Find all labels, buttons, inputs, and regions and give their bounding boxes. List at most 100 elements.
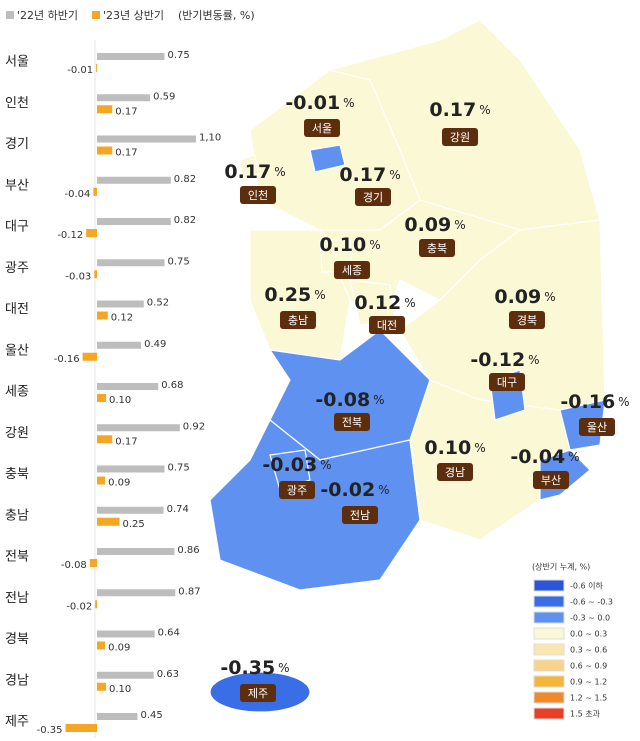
map-legend-label: 0.0 ~ 0.3	[570, 630, 607, 639]
map-value-unit: %	[479, 103, 490, 117]
bar	[97, 300, 144, 308]
map-value: 0.09%	[494, 286, 555, 308]
bar	[97, 146, 113, 155]
region-name-box	[334, 413, 370, 431]
value-label: 0.64	[158, 628, 180, 639]
region	[209, 419, 421, 591]
category-label: 인천	[5, 96, 29, 111]
bar	[97, 259, 165, 267]
map-value: -0.08%	[315, 389, 384, 411]
value-label: -0.02	[66, 601, 92, 612]
value-label: -0.08	[61, 560, 87, 571]
category-label: 경기	[5, 137, 29, 152]
category-label: 충남	[5, 508, 29, 523]
region-name: 경기	[363, 191, 383, 204]
region-name-box	[533, 471, 569, 489]
map-legend-swatch	[533, 579, 565, 592]
map-legend-label: 1.5 초과	[570, 710, 601, 719]
value-label: 0.92	[183, 421, 205, 432]
region-name: 전남	[350, 509, 370, 522]
category-label: 충북	[5, 467, 29, 482]
map-value: 0.17%	[339, 164, 400, 186]
value-label: 0.87	[178, 586, 200, 597]
region-name: 부산	[541, 474, 561, 487]
category-label: 전남	[5, 591, 29, 606]
map-value-unit: %	[389, 168, 400, 182]
region-name-box	[509, 311, 545, 329]
region-name: 경북	[517, 314, 537, 327]
category-label: 세종	[5, 385, 29, 400]
bar	[97, 105, 113, 114]
map-value: -0.03%	[262, 454, 331, 476]
category-label: 전북	[5, 550, 29, 565]
value-label: -0.16	[54, 354, 80, 365]
bar	[97, 383, 159, 390]
bar	[96, 64, 97, 72]
map-legend-swatch	[533, 611, 565, 624]
value-label: 0.52	[147, 298, 169, 309]
map-legend-label: 1.2 ~ 1.5	[570, 694, 607, 703]
region-name: 대구	[497, 376, 517, 389]
map	[209, 19, 606, 713]
map-value-unit: %	[314, 288, 325, 302]
value-label: 0.86	[177, 545, 199, 556]
legend-label: '22년 하반기	[17, 8, 78, 22]
bar	[94, 270, 97, 279]
value-label: 0.75	[168, 256, 190, 267]
value-label: 0.68	[161, 380, 183, 391]
value-label: 0.12	[111, 313, 133, 324]
category-label: 울산	[5, 343, 29, 358]
map-value: 0.17%	[429, 99, 490, 121]
region-name-box	[240, 186, 276, 204]
region-name: 강원	[450, 131, 470, 144]
map-legend-label: 0.6 ~ 0.9	[570, 662, 607, 671]
map-value: 0.12%	[354, 292, 415, 314]
region-name-box	[419, 239, 455, 257]
region-name: 충북	[427, 242, 447, 255]
region-name-box	[304, 119, 340, 137]
value-label: 0.09	[108, 478, 130, 489]
region-name: 인천	[248, 188, 268, 202]
category-label: 부산	[5, 178, 29, 193]
map-value-number: 0.17	[339, 164, 386, 186]
bar	[97, 53, 165, 60]
bar	[97, 713, 138, 720]
bar	[97, 94, 151, 102]
map-value-number: 0.12	[354, 292, 401, 314]
map-value-number: -0.03	[262, 454, 317, 476]
region	[269, 449, 311, 491]
map-legend-label: -0.6 ~ -0.3	[570, 598, 613, 607]
value-label: 0.10	[109, 684, 131, 695]
map-value-unit: %	[454, 218, 465, 232]
region-name-box	[579, 418, 615, 436]
map-value: -0.02%	[320, 479, 389, 501]
map-value: -0.12%	[470, 349, 539, 371]
bar	[93, 187, 97, 196]
value-label: 0.45	[141, 710, 163, 721]
map-value-number: 0.09	[404, 214, 451, 236]
region-name-box	[280, 311, 316, 329]
map-value-unit: %	[568, 450, 579, 464]
map-value-number: -0.01	[285, 92, 340, 114]
bar	[97, 682, 106, 691]
bar	[97, 517, 120, 526]
category-label: 대구	[5, 220, 29, 235]
map-value: 0.25%	[264, 284, 325, 306]
map-value-unit: %	[278, 661, 289, 675]
legend-swatch	[6, 11, 14, 19]
bar	[97, 641, 106, 650]
value-label: 0.74	[167, 504, 189, 515]
map-value-unit: %	[373, 393, 384, 407]
value-label: 0.75	[168, 50, 190, 61]
bar	[97, 341, 142, 349]
legend-label: '23년 상반기	[103, 9, 164, 22]
bar	[97, 506, 164, 514]
category-label: 강원	[5, 426, 29, 441]
map-value-number: -0.02	[320, 479, 375, 501]
bar	[97, 218, 171, 225]
map-legend-swatch	[533, 595, 565, 608]
map-value-number: -0.04	[510, 446, 565, 468]
map-value-unit: %	[404, 296, 415, 310]
map-value-number: 0.09	[494, 286, 541, 308]
